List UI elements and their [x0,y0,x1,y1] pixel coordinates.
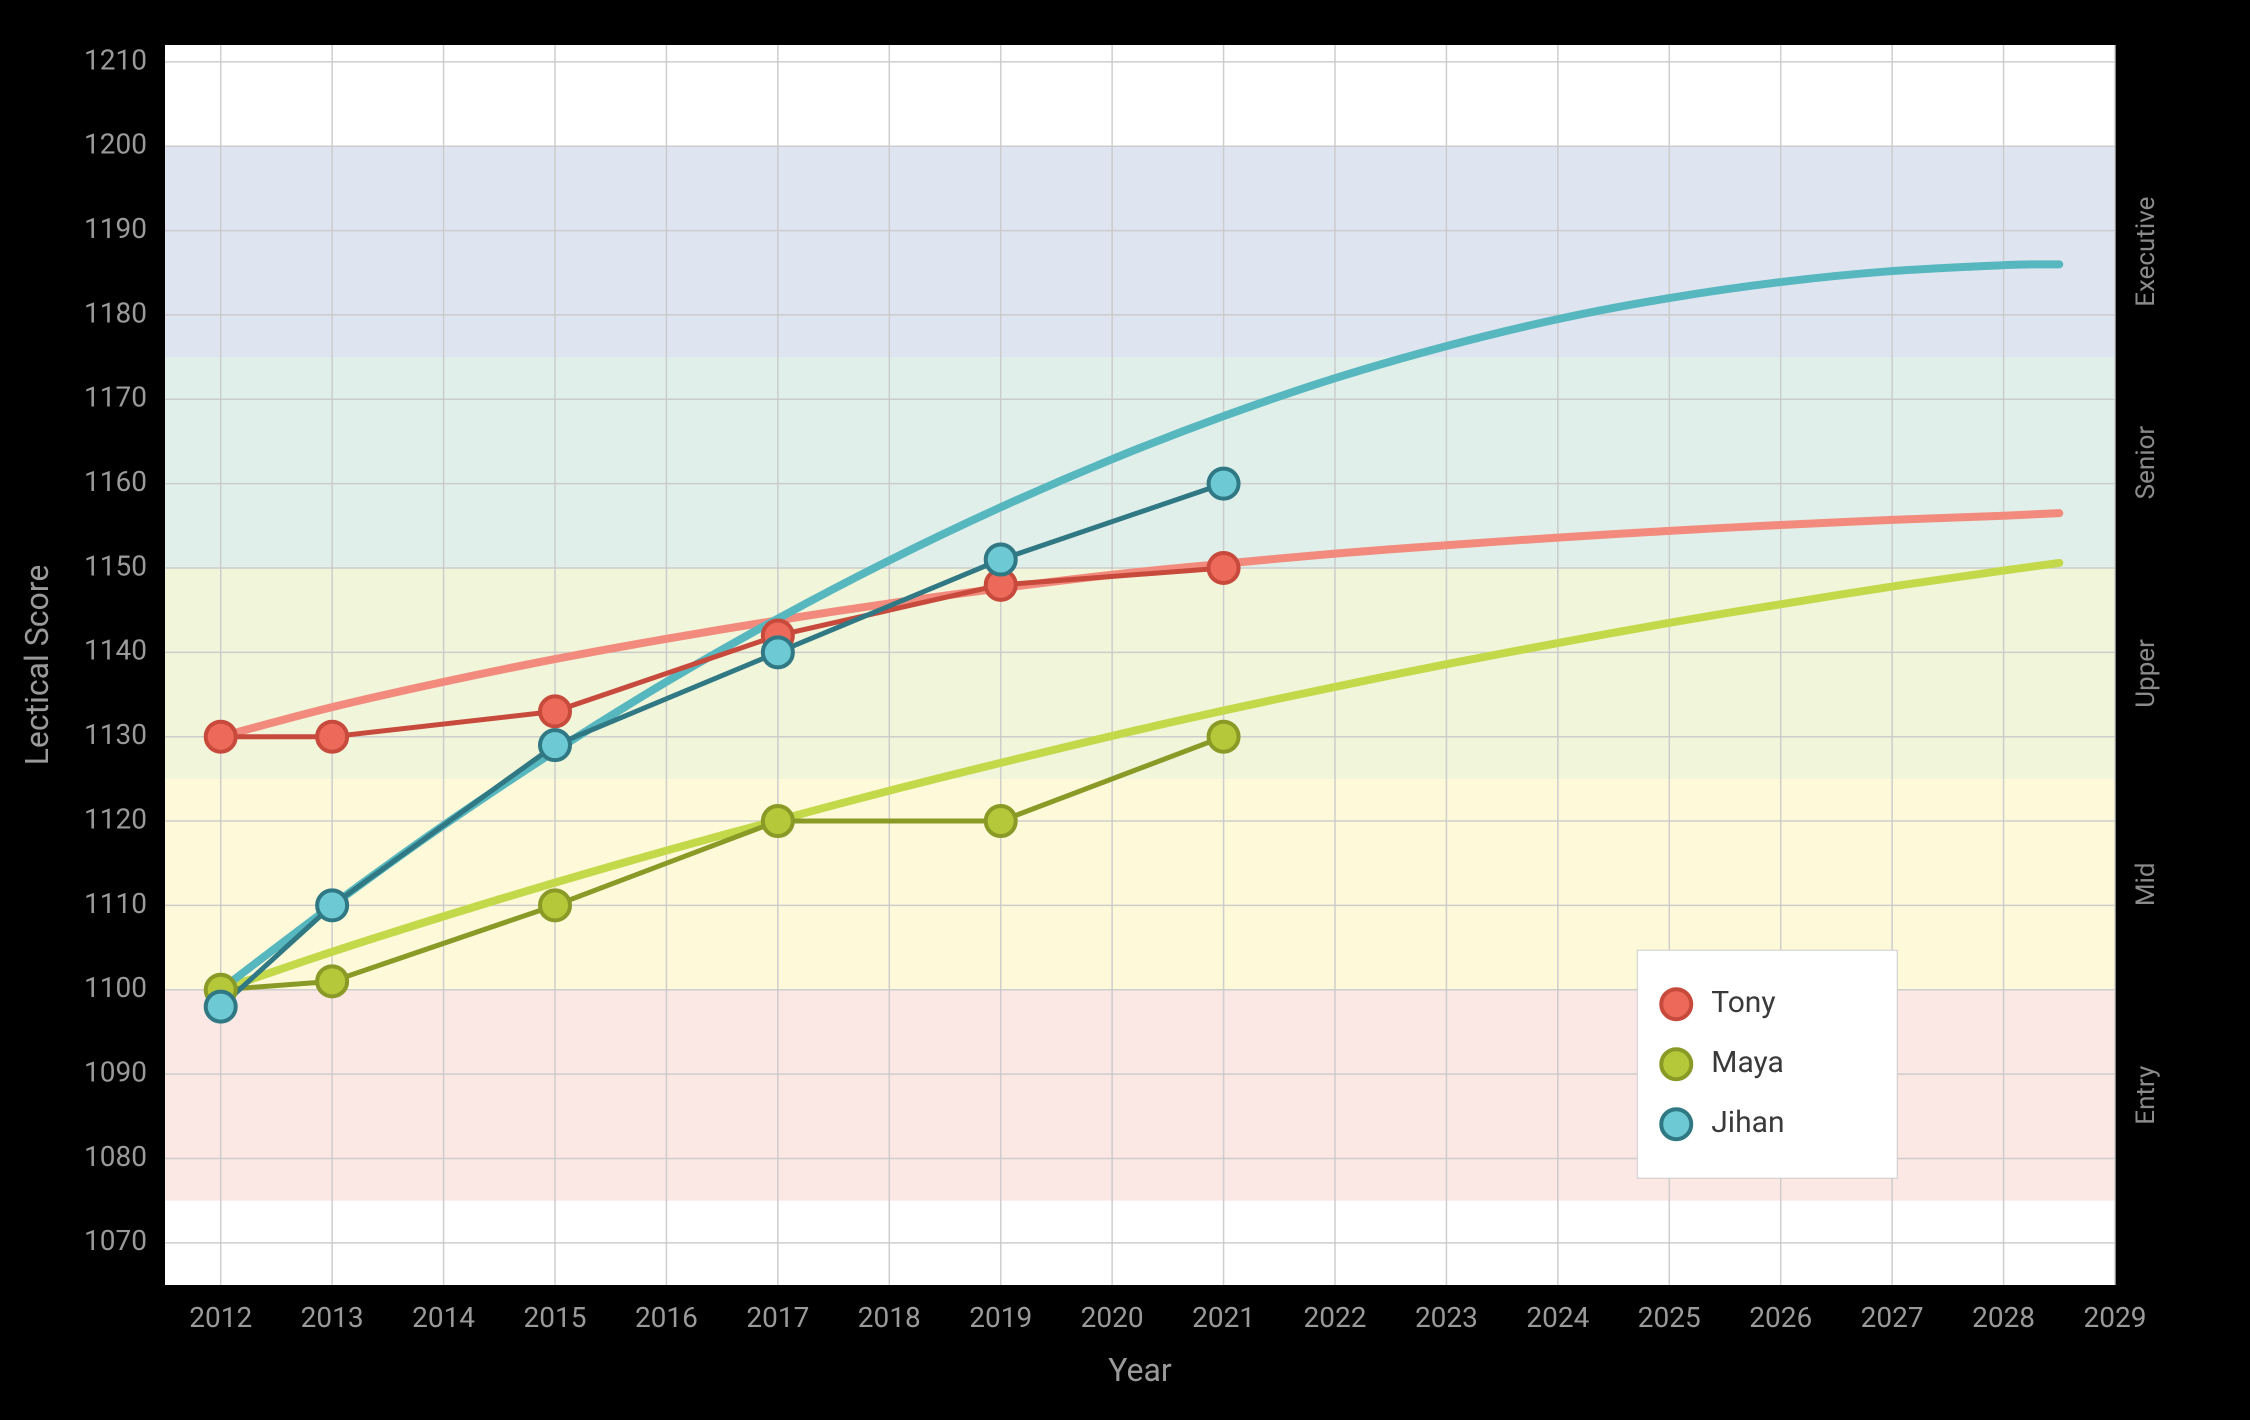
y-tick-label: 1070 [84,1224,147,1257]
legend-marker-maya [1661,1049,1691,1079]
x-axis-label: Year [1108,1351,1172,1389]
marker-tony [206,722,236,752]
x-tick-label: 2023 [1415,1301,1478,1334]
marker-jihan [1209,469,1239,499]
x-tick-label: 2022 [1304,1301,1367,1334]
y-tick-label: 1190 [84,212,147,245]
marker-jihan [206,992,236,1022]
y-tick-label: 1110 [84,887,147,920]
y-tick-label: 1180 [84,296,147,329]
band-executive [165,146,2115,357]
marker-jihan [540,730,570,760]
x-tick-label: 2019 [969,1301,1032,1334]
x-tick-label: 2020 [1081,1301,1144,1334]
x-tick-label: 2013 [301,1301,364,1334]
marker-maya [540,890,570,920]
x-tick-label: 2017 [746,1301,809,1334]
legend-label-jihan: Jihan [1711,1105,1784,1140]
band-label-entry: Entry [2131,1066,2161,1125]
x-tick-label: 2014 [412,1301,475,1334]
band-label-mid: Mid [2131,862,2161,906]
x-tick-label: 2021 [1192,1301,1255,1334]
marker-maya [1209,722,1239,752]
marker-tony [317,722,347,752]
x-tick-label: 2016 [635,1301,698,1334]
x-tick-label: 2015 [524,1301,587,1334]
marker-maya [986,806,1016,836]
marker-tony [540,696,570,726]
y-tick-label: 1140 [84,634,147,667]
legend-marker-jihan [1661,1109,1691,1139]
legend-marker-tony [1661,989,1691,1019]
y-tick-label: 1090 [84,1056,147,1089]
x-tick-label: 2026 [1749,1301,1812,1334]
legend-label-tony: Tony [1711,985,1775,1020]
y-tick-label: 1210 [84,43,147,76]
x-tick-label: 2018 [858,1301,921,1334]
chart-container: 1070 1080 1090 1100 1110 1120 1130 1140 1150 1160… [0,0,2250,1420]
band-label-upper: Upper [2131,639,2161,708]
marker-jihan [986,545,1016,575]
x-tick-label: 2029 [2084,1301,2147,1334]
y-tick-label: 1120 [84,802,147,835]
y-tick-label: 1150 [84,549,147,582]
x-tick-label: 2028 [1972,1301,2035,1334]
x-tick-label: 2027 [1861,1301,1924,1334]
marker-jihan [317,890,347,920]
y-tick-label: 1130 [84,718,147,751]
y-axis-label: Lectical Score [18,565,56,766]
marker-jihan [763,637,793,667]
band-label-senior: Senior [2131,426,2161,500]
y-tick-label: 1170 [84,381,147,414]
y-tick-label: 1080 [84,1140,147,1173]
legend: Tony Maya Jihan [1637,950,1897,1178]
y-tick-label: 1200 [84,128,147,161]
x-tick-label: 2025 [1638,1301,1701,1334]
band-label-executive: Executive [2131,197,2161,307]
marker-maya [317,966,347,996]
band-senior [165,357,2115,568]
x-tick-label: 2012 [189,1301,252,1334]
y-tick-label: 1100 [84,971,147,1004]
x-tick-label: 2024 [1526,1301,1589,1334]
marker-tony [1209,553,1239,583]
y-tick-label: 1160 [84,465,147,498]
marker-maya [763,806,793,836]
legend-label-maya: Maya [1711,1045,1784,1080]
lectical-score-chart: 1070 1080 1090 1100 1110 1120 1130 1140 1150 1160… [0,0,2250,1420]
